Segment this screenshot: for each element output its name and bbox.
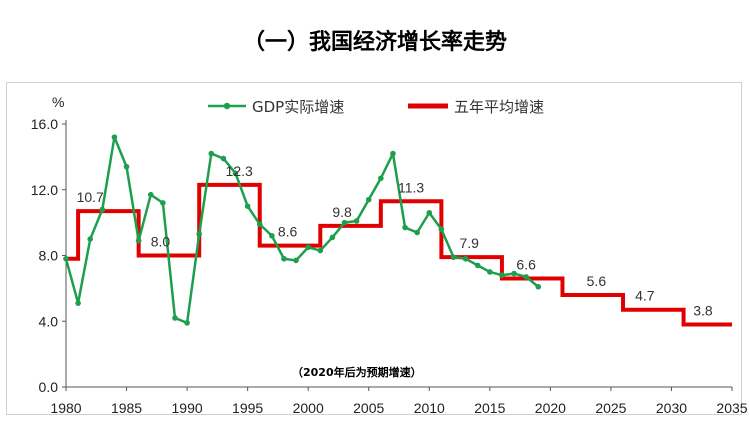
gdp-point <box>184 320 190 326</box>
average-value-label: 6.6 <box>516 257 536 273</box>
x-tick-label: 1980 <box>50 400 81 416</box>
average-value-label: 12.3 <box>226 163 253 179</box>
gdp-point <box>63 255 69 262</box>
gdp-point <box>341 219 348 226</box>
gdp-point <box>329 234 336 241</box>
average-value-label: 9.8 <box>332 204 352 220</box>
y-tick-label: 12.0 <box>31 182 58 198</box>
gdp-point <box>123 163 130 170</box>
y-tick-label: 4.0 <box>39 313 59 329</box>
y-tick-label: 16.0 <box>31 116 58 132</box>
gdp-point <box>438 226 445 232</box>
gdp-growth-line <box>64 135 540 325</box>
legend-avg-label: 五年平均增速 <box>454 98 544 116</box>
five-year-average-series <box>66 182 732 327</box>
axes: 0.0 4.0 8.0 12.0 16.0 1980 1985 1990 1995 2000 200… <box>31 116 748 416</box>
x-tick-label: 2000 <box>293 400 324 416</box>
y-tick-label: 8.0 <box>39 248 59 264</box>
gdp-growth-series <box>63 134 542 326</box>
gdp-point <box>111 134 118 140</box>
gdp-point <box>208 150 215 157</box>
x-tick-label: 2025 <box>595 400 626 416</box>
page-title: （一）我国经济增长率走势 <box>242 30 507 55</box>
gdp-point <box>244 203 251 209</box>
gdp-point <box>196 231 202 237</box>
average-value-label: 11.3 <box>398 179 424 195</box>
legend: GDP实际增速 五年平均增速 <box>208 98 544 116</box>
y-axis-unit: % <box>52 94 64 110</box>
gdp-point <box>75 300 81 306</box>
x-tick-label: 2015 <box>474 400 505 416</box>
gdp-point <box>499 272 505 279</box>
gdp-point <box>281 255 287 262</box>
y-tick-label: 0.0 <box>39 379 59 395</box>
gdp-point <box>256 221 263 228</box>
x-tick-label: 2005 <box>353 400 384 416</box>
average-value-label: 5.6 <box>587 273 607 289</box>
legend-gdp-marker <box>223 102 231 110</box>
x-tick-label: 2010 <box>414 400 445 416</box>
x-tick-label: 1995 <box>232 400 263 416</box>
gdp-point <box>87 236 94 242</box>
x-tick-label: 1985 <box>111 400 142 416</box>
gdp-point <box>462 255 469 262</box>
gdp-point <box>535 283 542 290</box>
x-tick-label: 2030 <box>656 400 687 416</box>
legend-gdp-label: GDP实际增速 <box>252 98 344 116</box>
gdp-point <box>390 150 396 157</box>
gdp-point <box>426 209 433 216</box>
gdp-point <box>487 269 493 275</box>
gdp-point <box>269 232 275 239</box>
gdp-point <box>147 191 154 198</box>
gdp-point <box>317 247 324 254</box>
gdp-point <box>402 224 408 231</box>
gdp-point <box>511 270 517 277</box>
gdp-point <box>305 244 311 251</box>
average-value-label: 8.6 <box>278 224 298 240</box>
average-value-label: 3.8 <box>693 303 713 319</box>
gdp-point <box>474 262 481 269</box>
average-value-label: 7.9 <box>459 235 479 251</box>
average-value-label: 4.7 <box>635 288 655 304</box>
x-tick-label: 1990 <box>172 400 203 416</box>
x-tick-label: 2035 <box>716 400 747 416</box>
average-value-label: 10.7 <box>77 189 104 205</box>
gdp-point <box>365 196 372 203</box>
gdp-point <box>160 200 166 206</box>
gdp-point <box>293 257 299 264</box>
data-labels: 10.7 8.0 12.3 8.6 9.8 11.3 7.9 6.6 5.6 4.7 3.8 <box>77 163 713 319</box>
gdp-point <box>523 274 529 280</box>
gdp-point <box>353 218 360 224</box>
gdp-point <box>378 175 384 182</box>
gdp-point <box>414 229 420 236</box>
five-year-average-line <box>66 182 732 327</box>
x-tick-label: 2020 <box>535 400 566 416</box>
forecast-note: （2020年后为预期增速） <box>292 365 422 379</box>
gdp-point <box>99 206 106 213</box>
chart-frame <box>6 82 742 415</box>
gdp-point <box>220 155 227 162</box>
average-value-label: 8.0 <box>151 234 171 250</box>
gdp-point <box>172 315 178 321</box>
gdp-point <box>135 237 142 244</box>
gdp-point <box>232 170 239 177</box>
gdp-point <box>450 254 457 260</box>
